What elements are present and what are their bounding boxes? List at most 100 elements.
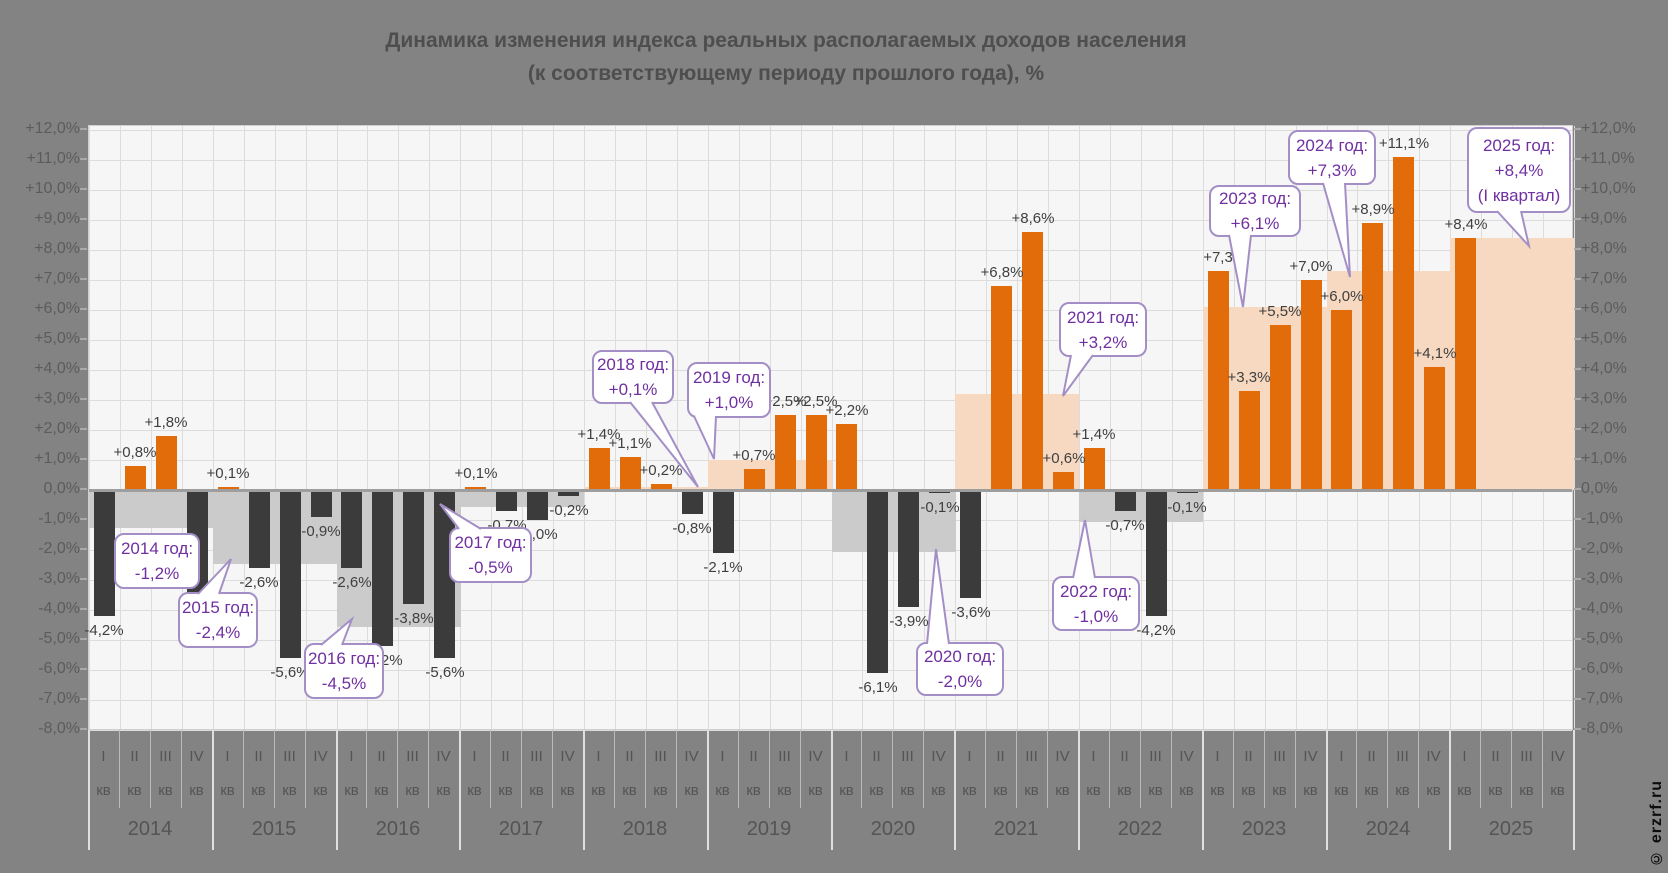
x-quarter-suffix: кв	[808, 782, 823, 799]
annual-callout-line: -2,0%	[937, 672, 983, 691]
x-quarter-separator	[552, 730, 553, 808]
gridline-vertical	[182, 126, 183, 729]
y-tick-label-left: +1,0%	[34, 450, 80, 467]
x-quarter-separator	[305, 730, 306, 808]
bar-2020-q1	[836, 424, 857, 490]
bar-value-label-2024-q2: +8,9%	[1351, 201, 1395, 218]
bar-value-label-2017-q1: +0,1%	[454, 465, 498, 482]
y-tick-label-left: +7,0%	[34, 270, 80, 287]
y-tick-mark-right	[1574, 308, 1581, 310]
bar-2022-q3	[1146, 490, 1167, 616]
x-year-separator	[583, 730, 585, 850]
y-tick-label-left: +8,0%	[34, 240, 80, 257]
x-quarter-suffix: кв	[344, 782, 359, 799]
x-quarter-separator	[1511, 730, 1512, 808]
y-tick-label-left: +12,0%	[25, 120, 80, 137]
gridline-horizontal	[89, 190, 1572, 191]
x-quarter-suffix: кв	[869, 782, 884, 799]
x-quarter-suffix: кв	[684, 782, 699, 799]
y-tick-label-right: 0,0%	[1581, 480, 1618, 497]
x-quarter-separator	[274, 730, 275, 808]
y-tick-mark-left	[80, 248, 87, 250]
bar-value-label-2018-q1: +1,4%	[577, 426, 621, 443]
x-quarter-separator	[521, 730, 522, 808]
y-tick-label-right: +9,0%	[1581, 210, 1627, 227]
x-quarter-suffix: кв	[1272, 782, 1287, 799]
y-tick-label-right: +8,0%	[1581, 240, 1627, 257]
x-quarter-separator	[985, 730, 986, 808]
gridline-vertical	[213, 126, 214, 729]
x-quarter-separator	[366, 730, 367, 808]
gridline-vertical	[367, 126, 368, 729]
x-quarter-separator	[1418, 730, 1419, 808]
x-year-label-2024: 2024	[1365, 818, 1411, 840]
gridline-horizontal	[89, 520, 1572, 521]
x-quarter-separator	[892, 730, 893, 808]
annual-callout-2018: 2018 год: +0,1%	[592, 350, 674, 404]
bar-2019-q1	[713, 490, 734, 553]
x-quarter-separator	[181, 730, 182, 808]
x-quarter-numeral: IV	[931, 748, 946, 765]
annual-callout-line: 2014 год:	[120, 539, 194, 558]
gridline-vertical	[460, 126, 461, 729]
y-tick-label-left: +10,0%	[25, 180, 80, 197]
gridline-horizontal	[89, 670, 1572, 671]
y-tick-mark-left	[80, 728, 87, 730]
bar-value-label-2022-q1: +1,4%	[1072, 426, 1116, 443]
x-quarter-suffix: кв	[96, 782, 111, 799]
y-tick-mark-left	[80, 668, 87, 670]
gridline-horizontal	[89, 400, 1572, 401]
x-quarter-suffix: кв	[591, 782, 606, 799]
bar-2015-q2	[249, 490, 270, 568]
bar-value-label-2023-q1: +7,3	[1203, 249, 1233, 266]
gridline-vertical	[708, 126, 709, 729]
annual-callout-line: 2023 год:	[1218, 189, 1292, 208]
bar-2015-q3	[280, 490, 301, 658]
gridline-vertical	[120, 126, 121, 729]
x-quarter-suffix: кв	[1210, 782, 1225, 799]
bar-2016-q2	[372, 490, 393, 646]
bar-value-label-2020-q3: -3,9%	[889, 613, 929, 630]
bar-value-label-2023-q3: +5,5%	[1258, 303, 1302, 320]
x-year-separator	[1326, 730, 1328, 850]
gridline-horizontal	[89, 220, 1572, 221]
gridline-vertical	[801, 126, 802, 729]
bar-2024-q1	[1331, 310, 1352, 490]
x-quarter-suffix: кв	[1117, 782, 1132, 799]
x-quarter-numeral: IV	[1179, 748, 1194, 765]
y-tick-label-right: +1,0%	[1581, 450, 1627, 467]
bar-value-label-2014-q2: +0,8%	[113, 444, 157, 461]
bar-value-label-2022-q3: -4,2%	[1136, 622, 1176, 639]
bar-2018-q4	[682, 490, 703, 514]
y-tick-mark-right	[1574, 668, 1581, 670]
x-quarter-numeral: II	[872, 748, 881, 765]
gridline-vertical	[306, 126, 307, 729]
gridline-vertical	[770, 126, 771, 729]
y-tick-label-right: +6,0%	[1581, 300, 1627, 317]
annual-callout-line: +7,3%	[1307, 160, 1357, 180]
bar-value-label-2015-q3: -5,6%	[270, 664, 310, 681]
x-quarter-suffix: кв	[498, 782, 513, 799]
bar-2016-q3	[403, 490, 424, 604]
bar-2022-q2	[1115, 490, 1136, 511]
gridline-vertical	[646, 126, 647, 729]
x-quarter-separator	[1109, 730, 1110, 808]
bar-2014-q1	[94, 490, 115, 616]
x-quarter-numeral: III	[1396, 748, 1409, 765]
y-tick-mark-left	[80, 698, 87, 700]
y-tick-label-right: -4,0%	[1581, 600, 1623, 617]
gridline-vertical	[615, 126, 616, 729]
x-quarter-suffix: кв	[1550, 782, 1565, 799]
x-quarter-separator	[428, 730, 429, 808]
x-quarter-numeral: III	[1520, 748, 1533, 765]
gridline-horizontal	[89, 610, 1572, 611]
x-quarter-suffix: кв	[1241, 782, 1256, 799]
annual-callout-line: +6,1%	[1230, 214, 1280, 233]
x-quarter-numeral: III	[1025, 748, 1038, 765]
y-tick-mark-right	[1574, 218, 1581, 220]
gridline-vertical	[739, 126, 740, 729]
x-quarter-numeral: I	[225, 748, 230, 765]
annual-callout-line: 2024 год:	[1295, 135, 1369, 155]
x-quarter-separator	[397, 730, 398, 808]
